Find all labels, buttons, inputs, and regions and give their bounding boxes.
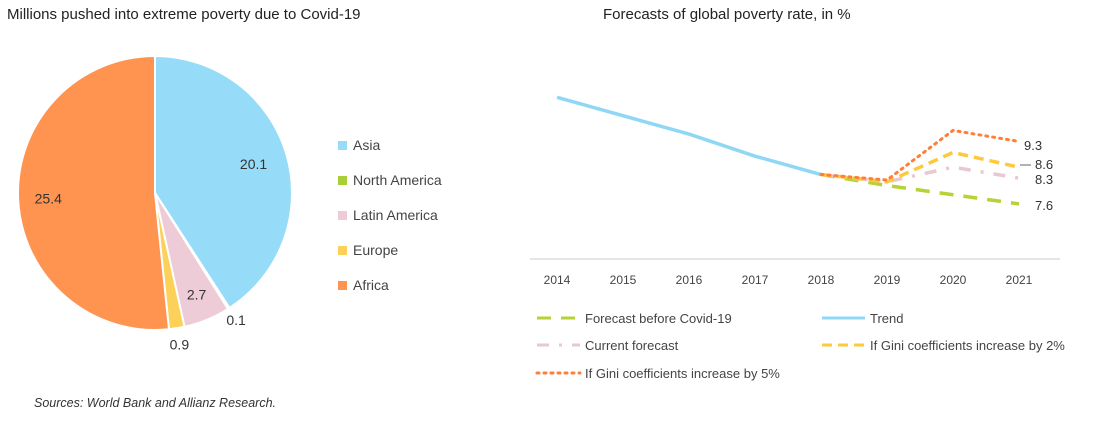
- x-tick-label: 2015: [610, 273, 637, 287]
- x-tick-label: 2014: [544, 273, 571, 287]
- legend-label: Forecast before Covid-19: [585, 311, 732, 326]
- line-series-4: [819, 128, 1021, 182]
- end-value-label: 8.3: [1035, 172, 1053, 187]
- legend-label: Trend: [870, 311, 904, 326]
- pie-chart-title: Millions pushed into extreme poverty due…: [7, 6, 361, 23]
- legend-swatch: [338, 245, 347, 255]
- line-legend-item: If Gini coefficients increase by 2%: [870, 338, 1065, 353]
- legend-label: If Gini coefficients increase by 5%: [585, 366, 780, 381]
- end-value-label: 8.6: [1035, 157, 1053, 172]
- legend-label: Europe: [353, 242, 399, 258]
- pie-slice-africa: [17, 54, 171, 331]
- legend-label: Current forecast: [585, 338, 679, 353]
- x-tick-label: 2021: [1006, 273, 1033, 287]
- line-series-0: [820, 172, 1020, 206]
- legend-label: Africa: [353, 277, 389, 293]
- pie-legend-item: Asia: [338, 137, 380, 153]
- line-legend-item: Current forecast: [585, 338, 678, 353]
- legend-label: North America: [353, 172, 442, 188]
- pie-legend-item: Europe: [338, 242, 398, 258]
- line-legend-item: Trend: [870, 311, 903, 326]
- pie-data-label: 0.1: [226, 312, 246, 328]
- legend-swatch: [338, 175, 347, 185]
- line-legend-item: If Gini coefficients increase by 5%: [585, 366, 780, 381]
- x-tick-label: 2019: [874, 273, 901, 287]
- x-tick-label: 2018: [808, 273, 835, 287]
- line-chart-title: Forecasts of global poverty rate, in %: [603, 6, 851, 23]
- pie-legend-item: North America: [338, 172, 442, 188]
- pie-legend-item: Africa: [338, 277, 389, 293]
- x-tick-label: 2016: [676, 273, 703, 287]
- pie-data-label: 0.9: [170, 336, 190, 352]
- legend-label: Latin America: [353, 207, 438, 223]
- pie-legend-item: Latin America: [338, 207, 438, 223]
- line-series-3: [820, 150, 1020, 184]
- legend-label: If Gini coefficients increase by 2%: [870, 338, 1065, 353]
- pie-data-label: 25.4: [35, 190, 62, 206]
- x-tick-label: 2020: [940, 273, 967, 287]
- end-value-label: 9.3: [1024, 138, 1042, 153]
- end-value-label: 7.6: [1035, 198, 1053, 213]
- legend-label: Asia: [353, 137, 381, 153]
- legend-swatch: [338, 140, 347, 150]
- legend-swatch: [338, 210, 347, 220]
- line-series-1: [556, 95, 822, 177]
- x-tick-label: 2017: [742, 273, 769, 287]
- source-note: Sources: World Bank and Allianz Research…: [34, 396, 277, 410]
- pie-data-label: 20.1: [240, 156, 267, 172]
- line-legend-item: Forecast before Covid-19: [585, 311, 732, 326]
- legend-swatch: [338, 280, 347, 290]
- pie-data-label: 2.7: [187, 286, 207, 302]
